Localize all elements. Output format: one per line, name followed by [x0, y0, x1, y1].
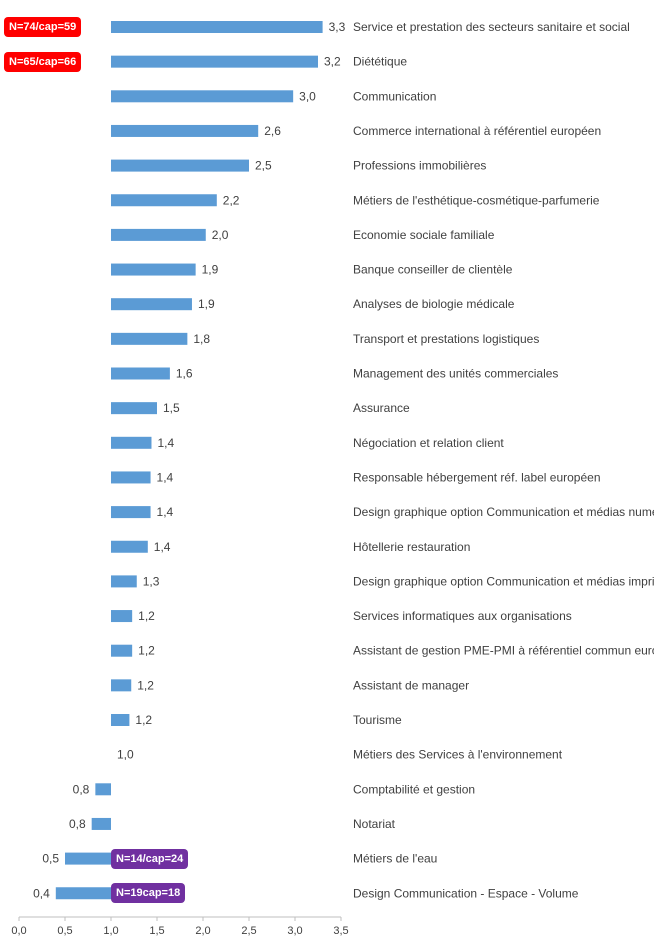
bar [111, 402, 157, 415]
category-label: Négociation et relation client [353, 436, 504, 450]
x-ticks-group: 0,0 0,5 1,0 1,5 2,0 2,5 3,0 3,5 [11, 917, 349, 937]
bar-value-label: 1,2 [138, 644, 155, 658]
bar-value-label: 2,0 [212, 228, 229, 242]
bar [111, 714, 130, 726]
category-label: Responsable hébergement réf. label europ… [353, 470, 601, 484]
category-label: Notariat [353, 817, 396, 831]
bar-value-label: 2,2 [223, 193, 240, 207]
bar-value-label: 1,2 [138, 609, 155, 623]
bar-value-label: 1,4 [154, 540, 171, 554]
category-label: Management des unités commerciales [353, 367, 558, 381]
annotation-badge: N=74/cap=59 [4, 17, 82, 37]
bar [65, 852, 111, 865]
bar-value-label: 1,9 [202, 263, 219, 277]
category-label: Métiers de l'eau [353, 852, 437, 866]
bar-value-label: 1,3 [143, 574, 160, 588]
category-label: Diététique [353, 55, 407, 69]
bar-value-label: 2,5 [255, 159, 272, 173]
category-label: Banque conseiller de clientèle [353, 263, 513, 277]
bar [111, 263, 196, 276]
x-tick-label: 0,5 [57, 925, 72, 937]
category-label: Services informatiques aux organisations [353, 609, 572, 623]
bar [95, 783, 111, 796]
bar-value-label: 0,5 [42, 852, 59, 866]
bar [111, 124, 259, 137]
bar-value-label: 0,8 [73, 782, 90, 796]
category-label: Commerce international à référentiel eur… [353, 124, 601, 138]
bar-value-label: 1,8 [193, 332, 210, 346]
bar-value-label: 1,5 [163, 401, 180, 415]
category-label: Service et prestation des secteurs sanit… [353, 20, 630, 34]
category-label: Tourisme [353, 713, 402, 727]
bar [111, 55, 318, 68]
bar [111, 610, 133, 623]
bars-group [55, 21, 323, 900]
category-label: Comptabilité et gestion [353, 782, 475, 796]
category-label: Analyses de biologie médicale [353, 297, 515, 311]
x-tick-label: 1,0 [103, 925, 118, 937]
bar-value-label: 1,0 [117, 748, 134, 762]
category-label: Assurance [353, 401, 410, 415]
bar-value-label: 2,6 [264, 124, 281, 138]
x-tick-label: 3,0 [287, 925, 302, 937]
bar-value-label: 1,2 [137, 678, 154, 692]
x-tick-label: 1,5 [149, 925, 164, 937]
labels-group: 3,3 Service et prestation des secteurs sa… [33, 20, 654, 900]
x-tick-label: 3,5 [333, 925, 348, 937]
bar [111, 90, 294, 103]
bar [111, 159, 249, 172]
category-label: Economie sociale familiale [353, 228, 495, 242]
bar [111, 332, 188, 345]
bar-value-label: 1,6 [176, 367, 193, 381]
bar-value-label: 1,4 [157, 505, 174, 519]
x-tick-label: 2,5 [241, 925, 256, 937]
category-label: Transport et prestations logistiques [353, 332, 539, 346]
bar-value-label: 1,2 [135, 713, 152, 727]
annotation-badge: N=19cap=18 [111, 883, 186, 904]
category-label: Design graphique option Communication et… [353, 574, 654, 588]
x-tick-label: 0,0 [11, 925, 26, 937]
bar [111, 367, 170, 380]
bar-value-label: 3,0 [299, 89, 316, 103]
bar [111, 679, 132, 692]
category-label: Hôtellerie restauration [353, 540, 470, 554]
bar-value-label: 3,2 [324, 55, 341, 69]
bar [111, 194, 217, 207]
category-label: Professions immobilières [353, 159, 486, 173]
bar [111, 575, 137, 588]
category-label: Métiers de l'esthétique-cosmétique-parfu… [353, 193, 600, 207]
bar-value-label: 1,9 [198, 297, 215, 311]
annotation-badge: N=14/cap=24 [111, 848, 189, 869]
bar [111, 540, 148, 553]
bar [111, 471, 151, 484]
bar [55, 887, 111, 900]
bar [111, 506, 151, 519]
category-label: Assistant de manager [353, 678, 469, 692]
category-label: Communication [353, 89, 436, 103]
x-tick-label: 2,0 [195, 925, 210, 937]
bar [111, 21, 323, 33]
category-label: Assistant de gestion PME-PMI à référenti… [353, 644, 654, 658]
bar [111, 436, 152, 449]
bar [91, 817, 111, 830]
bar [111, 644, 133, 657]
bar-value-label: 0,4 [33, 886, 50, 900]
annotation-badge: N=65/cap=66 [4, 51, 82, 72]
category-label: Design graphique option Communication et… [353, 505, 654, 519]
bar-value-label: 0,8 [69, 817, 86, 831]
bar-value-label: 1,4 [157, 470, 174, 484]
bar-value-label: 1,4 [157, 436, 174, 450]
bar [111, 228, 206, 241]
category-label: Design Communication - Espace - Volume [353, 886, 579, 900]
category-label: Métiers des Services à l'environnement [353, 748, 563, 762]
bar-value-label: 3,3 [329, 20, 346, 34]
bar [111, 298, 192, 311]
